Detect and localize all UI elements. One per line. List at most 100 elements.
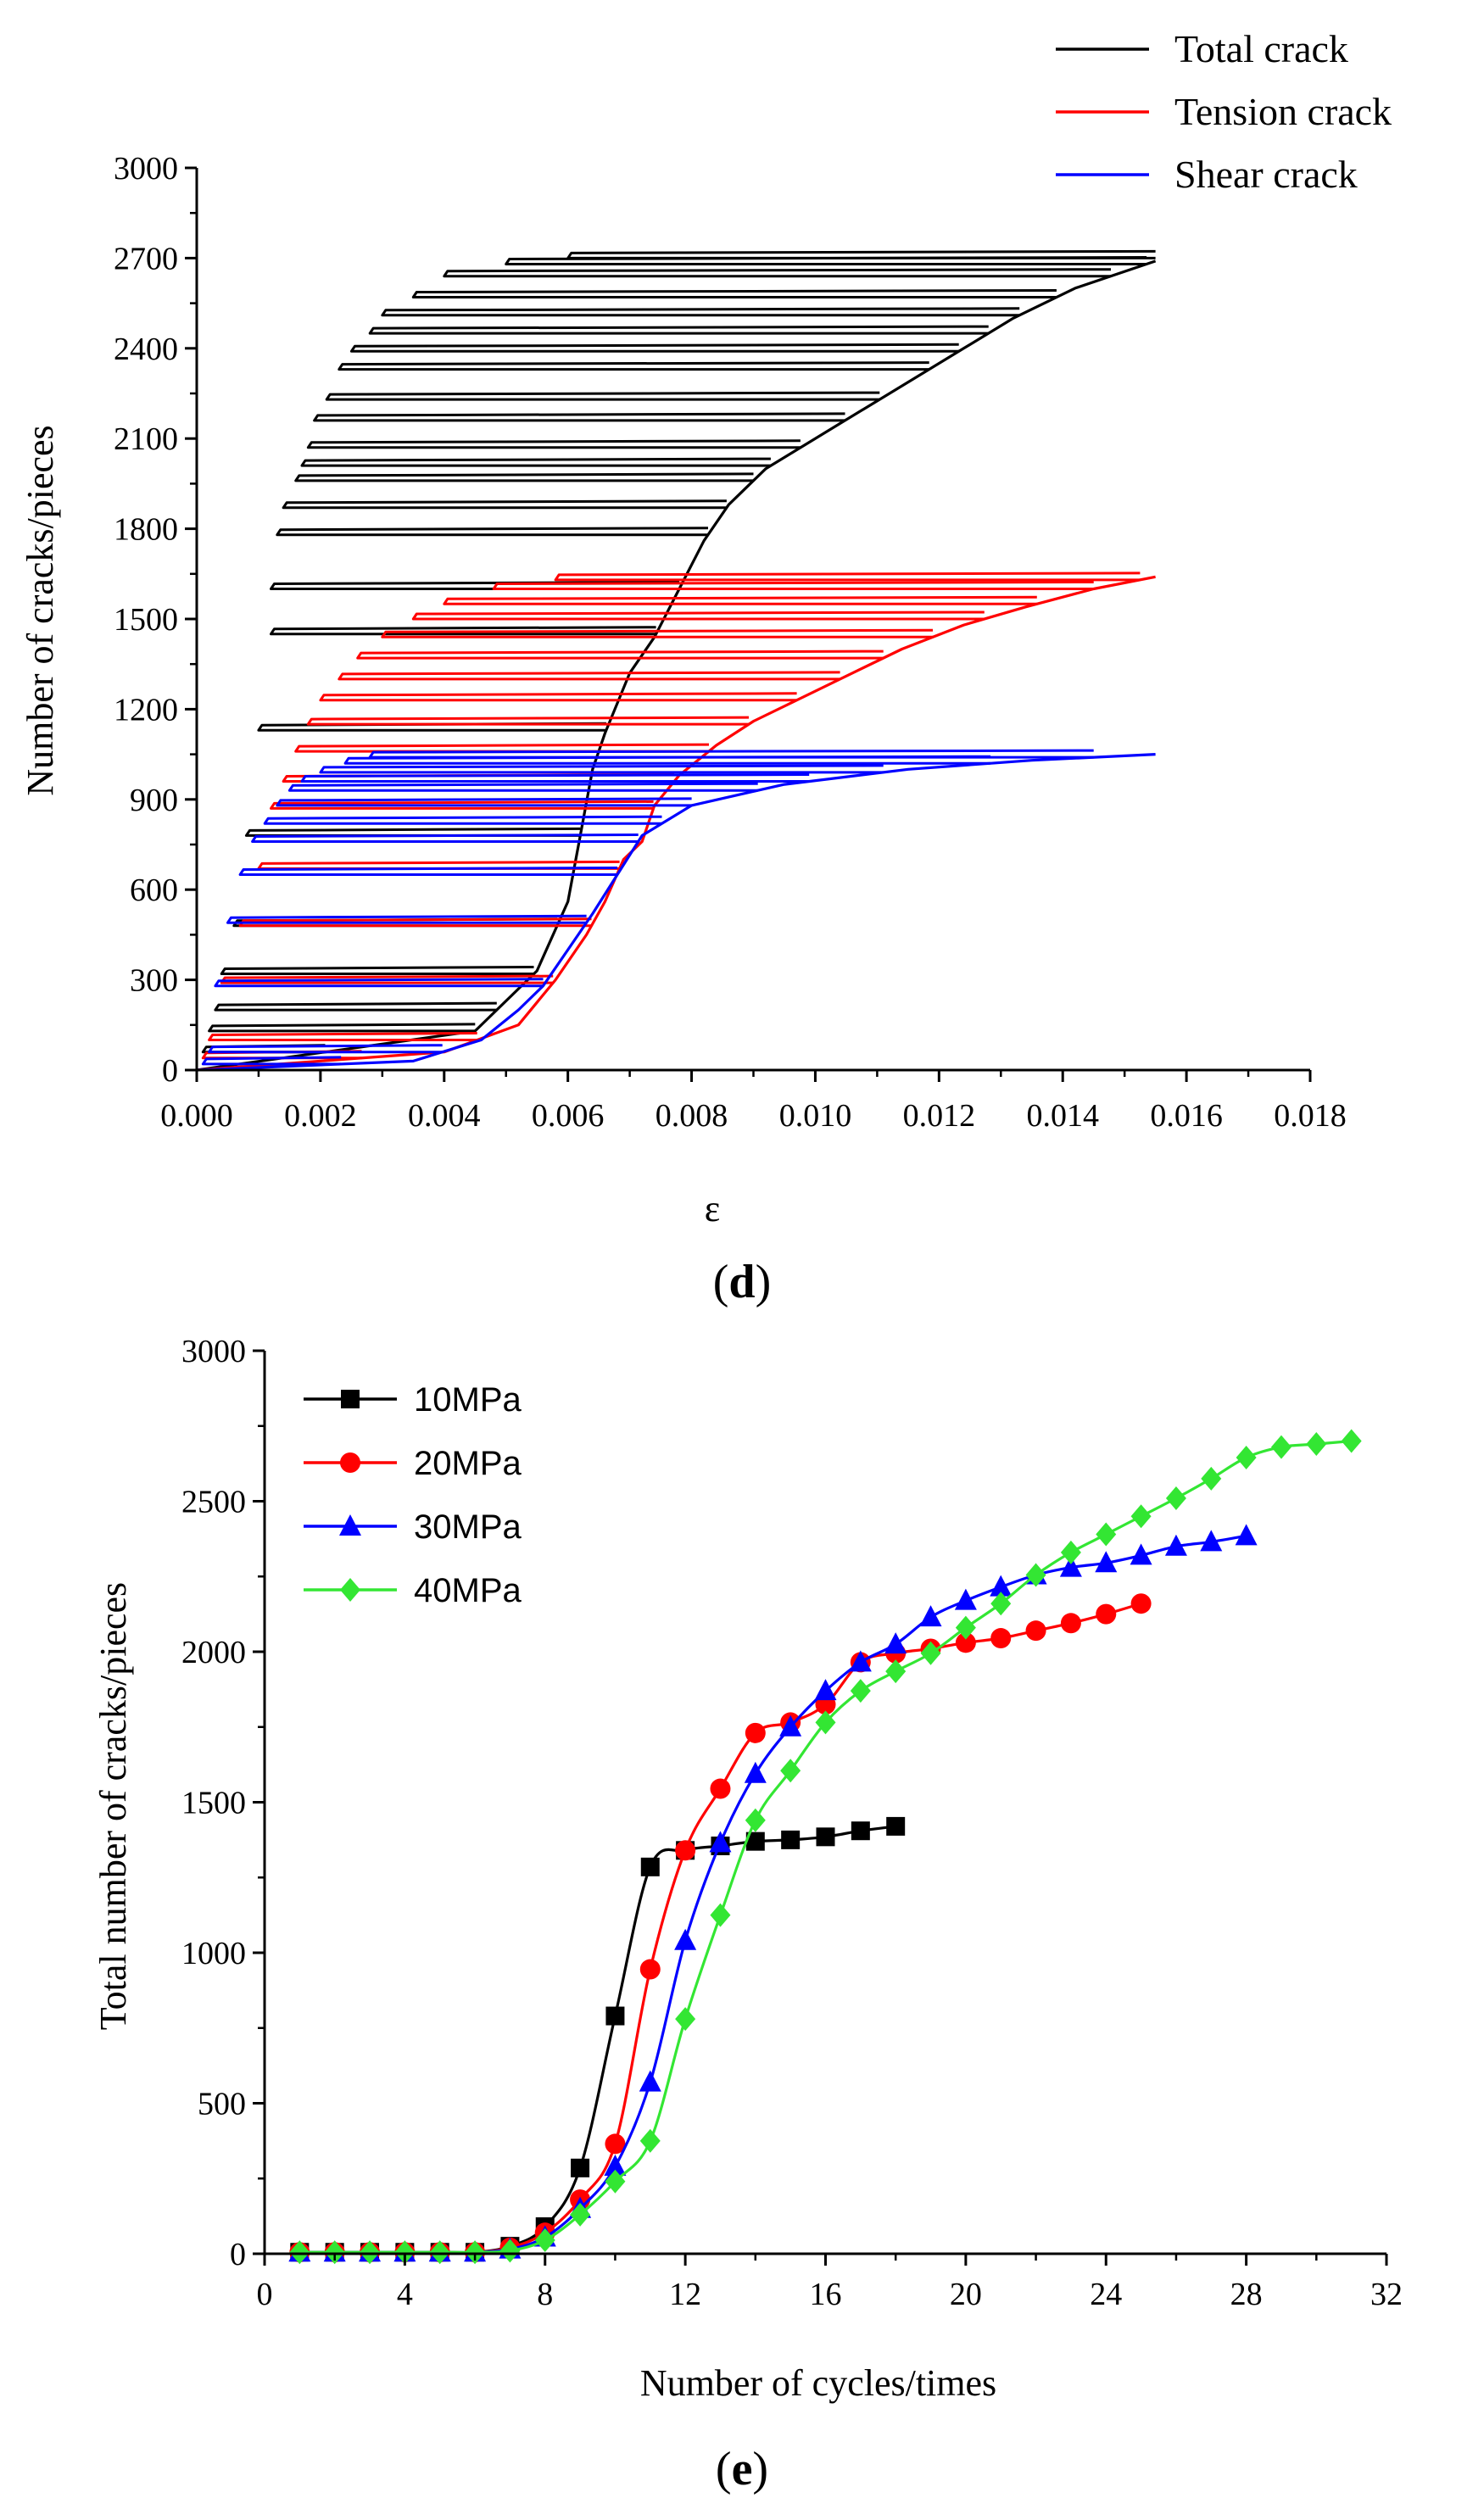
chart-e-ytick-label: 2500 — [181, 1485, 246, 1520]
chart-d-ytick-label: 600 — [130, 873, 178, 908]
chart-e-series — [288, 1429, 1362, 2265]
data-point-diamond — [675, 2007, 696, 2032]
data-point-square — [886, 1816, 906, 1836]
cycle-loop — [492, 581, 1094, 590]
data-point-square — [571, 2158, 590, 2177]
data-point-diamond — [1130, 1504, 1152, 1529]
data-point-diamond — [745, 1808, 766, 1832]
legend-item-30mpa: 30MPa — [304, 1508, 522, 1546]
data-point-diamond — [570, 2202, 591, 2227]
legend-label: Tension crack — [1174, 90, 1392, 133]
chart-d-xtick-label: 0.018 — [1274, 1098, 1347, 1134]
series-line-20mpa — [299, 1602, 1142, 2255]
data-point-diamond — [360, 2240, 381, 2265]
data-point-triangle — [884, 1632, 907, 1654]
chart-e-xtick-label: 12 — [669, 2277, 701, 2312]
chart-d-ytick-label: 3000 — [114, 151, 178, 187]
data-point-circle — [605, 2133, 626, 2155]
data-point-circle — [340, 1452, 360, 1473]
data-point-circle — [675, 1840, 696, 1861]
panel-d-caption: (d) — [713, 1256, 771, 1308]
cycle-loop — [411, 289, 1057, 298]
cycle-loop — [313, 412, 845, 422]
cycle-loop — [282, 499, 727, 510]
cycle-loop — [300, 773, 810, 783]
chart-e-axes — [263, 1351, 1386, 2255]
data-point-square — [816, 1827, 835, 1847]
series-tension-crack — [196, 571, 1156, 1072]
cycle-loop — [270, 626, 656, 636]
panel-e-letter: e — [732, 2443, 753, 2495]
legend-item-shear-crack: Shear crack — [1056, 153, 1358, 196]
chart-d-ytick-label: 300 — [130, 963, 178, 999]
cycle-loop — [411, 610, 985, 621]
data-point-triangle — [744, 1761, 767, 1783]
cycle-loop — [443, 595, 1037, 605]
data-point-square — [640, 1857, 660, 1876]
cycle-loop — [208, 1032, 477, 1041]
data-point-diamond — [324, 2240, 345, 2265]
data-point-diamond — [815, 1710, 836, 1735]
cycle-loop — [381, 307, 1020, 317]
legend-item-total-crack: Total crack — [1056, 27, 1348, 70]
series-40mpa — [289, 1429, 1362, 2265]
legend-label: 30MPa — [414, 1508, 522, 1546]
cycle-loop — [276, 527, 709, 537]
chart-e-ytick-label: 0 — [230, 2237, 246, 2272]
cycle-loop — [300, 457, 771, 467]
cycle-loop — [319, 764, 884, 774]
data-point-diamond — [1025, 1563, 1046, 1587]
data-point-diamond — [465, 2240, 486, 2265]
data-point-square — [341, 1390, 360, 1408]
cycle-loop — [270, 800, 654, 810]
cycle-loop — [325, 391, 880, 401]
data-point-circle — [955, 1632, 976, 1653]
chart-d-legend: Total crack Tension crack Shear crack — [1056, 27, 1392, 196]
cycle-loop — [251, 833, 639, 843]
chart-d-ticks: 0 300 600 900 1200 1500 1800 2100 2400 2700 3000 0.… — [114, 151, 1347, 1134]
data-point-triangle — [604, 2155, 627, 2177]
cycle-loop — [443, 268, 1112, 278]
data-point-triangle — [779, 1714, 802, 1737]
panel-d-close: ) — [756, 1256, 772, 1308]
data-point-square — [605, 2006, 625, 2026]
data-point-diamond — [1165, 1486, 1186, 1510]
panel-e-caption: (e) — [716, 2443, 768, 2495]
legend-label: Shear crack — [1174, 153, 1358, 196]
chart-e-ytick-label: 3000 — [181, 1334, 246, 1369]
legend-label: 10MPa — [414, 1381, 522, 1419]
data-point-diamond — [955, 1615, 976, 1640]
chart-e-xlabel: Number of cycles/times — [640, 2362, 996, 2404]
data-point-diamond — [1306, 1432, 1327, 1457]
chart-e-legend: 10MPa 20MPa 30MPa 40MPa — [304, 1381, 522, 1609]
legend-item-10mpa: 10MPa — [304, 1381, 522, 1419]
panel-d-letter: d — [728, 1256, 755, 1308]
chart-e-ytick-label: 1500 — [181, 1786, 246, 1821]
cycle-loop — [201, 1056, 342, 1066]
data-point-circle — [990, 1628, 1012, 1649]
cycle-loop — [338, 361, 929, 371]
data-point-triangle — [849, 1650, 872, 1672]
data-point-diamond — [920, 1641, 941, 1665]
data-point-triangle — [1059, 1555, 1082, 1577]
chart-d: 0 300 600 900 1200 1500 1800 2100 2400 2700 3000 0.… — [20, 27, 1392, 1308]
data-point-triangle — [990, 1575, 1013, 1597]
cycle-loop — [381, 628, 934, 638]
chart-e-ticks: 0 500 1000 1500 2000 2500 3000 0 4 8 12 16 20 24 28 32 — [181, 1334, 1403, 2312]
chart-d-ytick-label: 900 — [130, 783, 178, 818]
data-point-diamond — [1236, 1446, 1257, 1470]
cycle-loop — [270, 581, 680, 590]
panel-e-open: ( — [716, 2443, 732, 2495]
chart-e-ytick-label: 500 — [198, 2087, 246, 2122]
series-10mpa — [290, 1816, 906, 2262]
cycle-loop — [263, 815, 662, 825]
data-point-circle — [1130, 1593, 1152, 1614]
chart-d-xtick-label: 0.010 — [779, 1098, 852, 1134]
data-point-triangle — [1200, 1530, 1223, 1552]
data-point-circle — [1096, 1603, 1117, 1625]
cycle-loop — [294, 472, 754, 482]
envelope-total-crack — [196, 259, 1157, 1072]
chart-e-ylabel: Total number of cracks/pieces — [92, 1582, 134, 2030]
data-point-diamond — [780, 1759, 801, 1783]
